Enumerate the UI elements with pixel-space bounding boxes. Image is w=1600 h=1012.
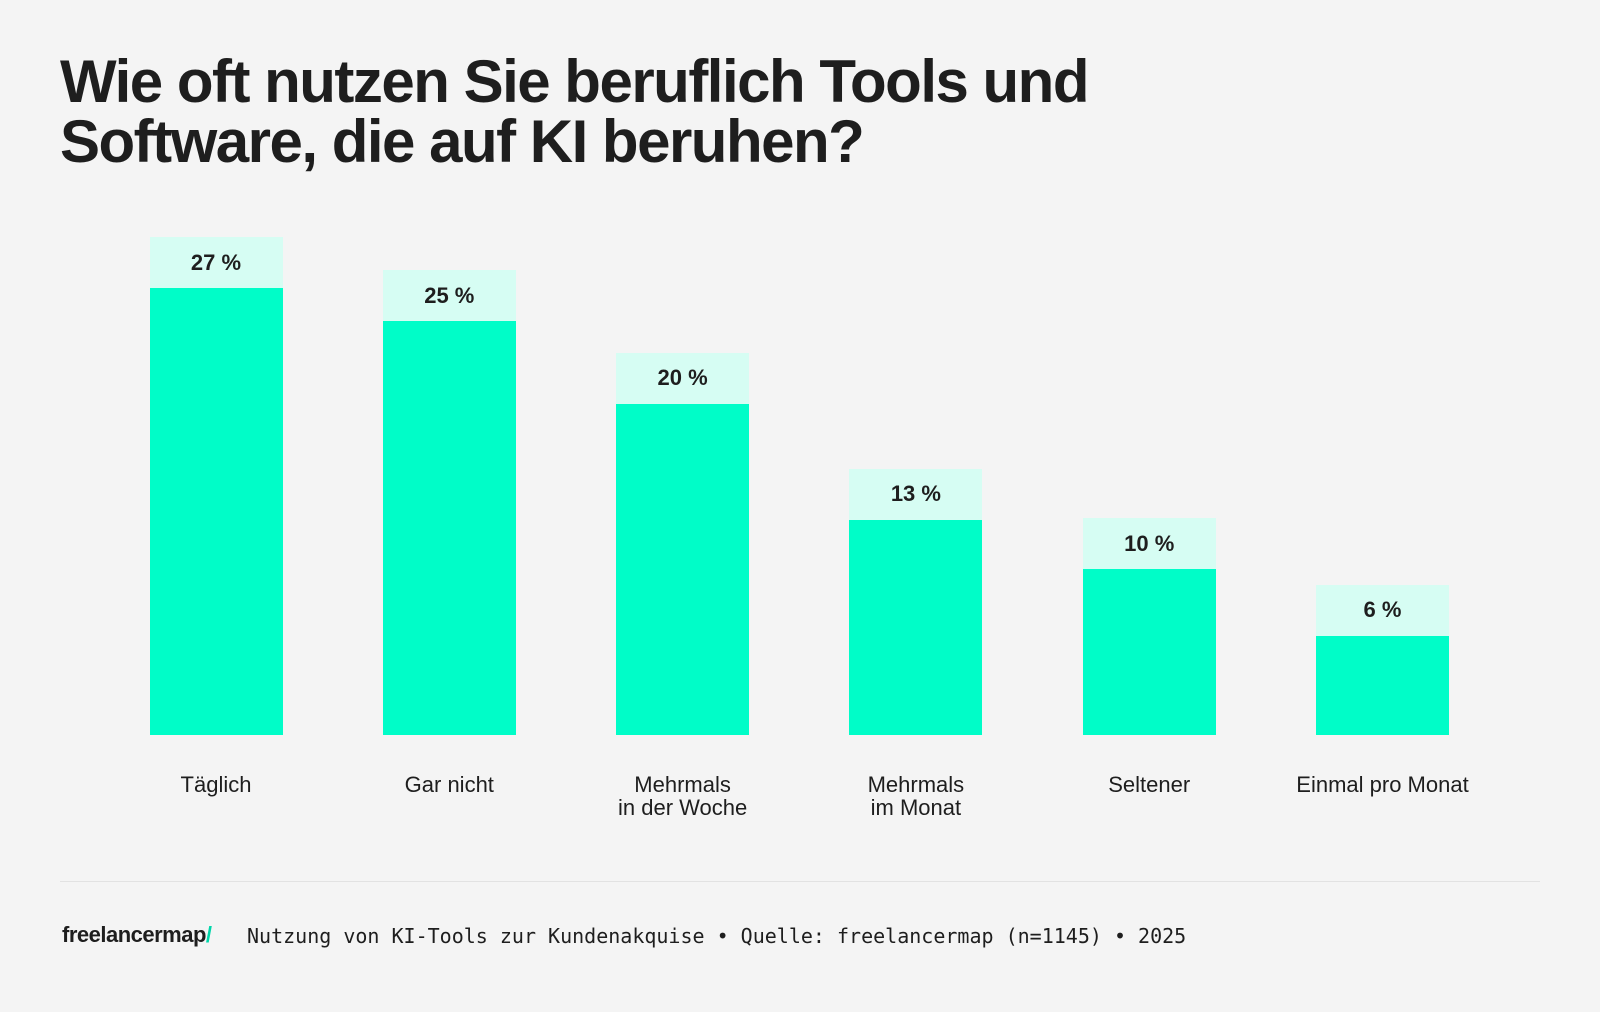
- value-label: 6 %: [1316, 584, 1449, 636]
- brand-text: freelancermap: [62, 922, 206, 947]
- x-tick-label: Einmal pro Monat: [1296, 772, 1469, 797]
- bar: [616, 403, 750, 735]
- source-note: Nutzung von KI-Tools zur Kundenakquise •…: [247, 924, 1187, 948]
- divider: [60, 881, 1540, 882]
- x-tick-label: Seltener: [1108, 772, 1191, 797]
- bar: [382, 321, 516, 735]
- bar: [849, 519, 983, 735]
- x-tick-label: Mehrmals im Monat: [867, 772, 965, 820]
- x-tick-label: Mehrmals in der Woche: [617, 772, 748, 820]
- bar: [149, 288, 283, 735]
- x-tick-label: Täglich: [180, 772, 252, 797]
- chart-title: Wie oft nutzen Sie beruflich Tools und S…: [60, 48, 1089, 175]
- bar: [1316, 635, 1449, 735]
- brand-mark: /: [205, 922, 212, 947]
- value-label: 13 %: [849, 468, 983, 520]
- value-label: 25 %: [382, 270, 516, 322]
- bar: [1082, 569, 1216, 735]
- x-tick-label: Gar nicht: [404, 772, 494, 797]
- brand-logo: freelancermap/: [62, 922, 212, 948]
- value-label: 27 %: [149, 237, 283, 288]
- value-label: 10 %: [1082, 518, 1216, 570]
- value-label: 20 %: [616, 352, 750, 404]
